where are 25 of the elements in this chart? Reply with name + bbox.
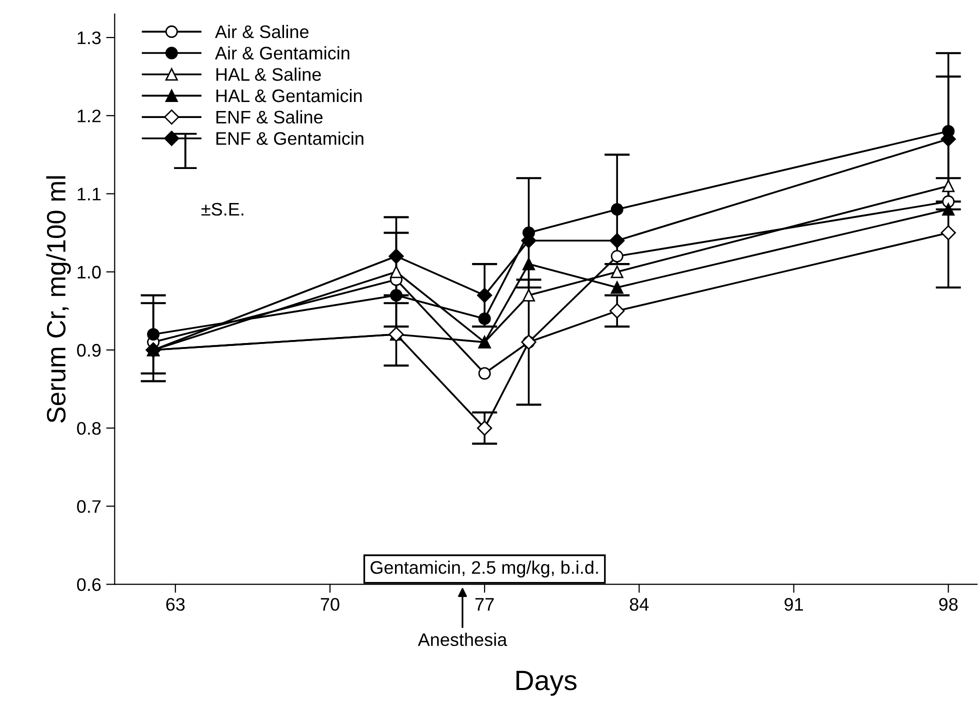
- legend-label: HAL & Gentamicin: [216, 88, 362, 102]
- legend-label: Air & Saline: [215, 24, 308, 38]
- y-tick-label: 0.8: [77, 422, 101, 435]
- y-tick-label: 1.3: [78, 31, 101, 44]
- x-axis-title: Days: [516, 670, 576, 696]
- y-tick-label: 1.1: [78, 188, 101, 200]
- y-tick-label: 0.7: [77, 500, 101, 513]
- legend-label: HAL & Saline: [216, 68, 321, 81]
- x-tick-label: 63: [166, 598, 185, 611]
- x-tick-label: 91: [784, 598, 803, 611]
- legend-label: Air & Gentamicin: [215, 46, 350, 60]
- x-tick-label: 98: [939, 598, 958, 611]
- y-tick-label: 1.2: [78, 110, 101, 122]
- y-tick-label: 0.6: [77, 578, 101, 592]
- annotation: ±S.E.: [201, 202, 244, 216]
- x-tick-label: 84: [630, 598, 649, 611]
- y-axis-title: Serum Cr, mg/100 ml: [46, 176, 71, 423]
- annotation: Gentamicin, 2.5 mg/kg, b.i.d.: [370, 560, 598, 578]
- y-tick-label: 0.9: [77, 344, 101, 357]
- text: Anesthesia: [418, 632, 508, 646]
- x-tick-label: 70: [320, 598, 340, 611]
- x-tick-label: 77: [475, 598, 494, 611]
- legend-label: ENF & Saline: [216, 110, 323, 124]
- y-tick-label: 1.0: [78, 266, 101, 279]
- legend-label: ENF & Gentamicin: [216, 132, 364, 145]
